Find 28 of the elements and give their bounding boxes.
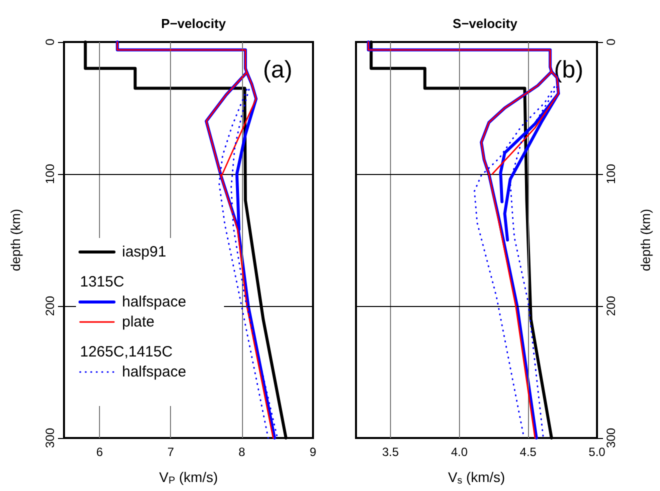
legend-label: plate: [122, 314, 155, 330]
x-tick-label: 4.0: [450, 445, 468, 459]
x-tick-label: 9: [310, 445, 317, 459]
annotation: (a): [263, 56, 292, 84]
chart-title: S−velocity: [452, 16, 518, 31]
y-axis-title: depth (km): [638, 208, 653, 272]
x-tick-label: 5.0: [588, 445, 606, 459]
legend-label: halfspace: [122, 364, 186, 380]
y-tick-label: 100: [43, 164, 57, 184]
x-tick-label: 6: [96, 445, 104, 459]
x-tick-label: 7: [167, 445, 174, 459]
annotation: (b): [554, 56, 584, 84]
y-tick-label: 100: [604, 164, 618, 184]
y-tick-label: 0: [604, 38, 618, 46]
x-tick-label: 4.5: [520, 445, 537, 459]
x-tick-label: 8: [238, 445, 246, 459]
annotation: 1265C,1415C: [80, 344, 173, 360]
y-tick-label: 300: [43, 428, 57, 448]
y-tick-label: 200: [604, 296, 618, 316]
legend-label: halfspace: [122, 294, 186, 310]
y-tick-label: 0: [43, 38, 57, 46]
annotation: 1315C: [80, 274, 124, 290]
legend-label: iasp91: [122, 244, 166, 260]
x-tick-label: 3.5: [382, 445, 400, 459]
chart-title: P−velocity: [161, 16, 227, 31]
y-tick-label: 300: [604, 428, 618, 448]
y-axis-title: depth (km): [8, 208, 23, 272]
y-tick-label: 200: [43, 296, 57, 316]
